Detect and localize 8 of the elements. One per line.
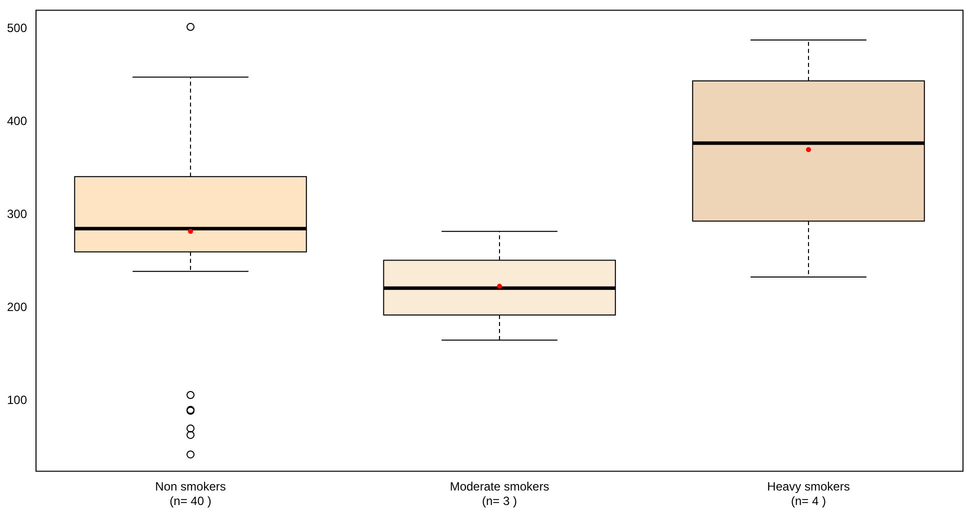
y-tick-label: 400 (6, 114, 28, 128)
x-tick-label: Non smokers (n= 40 ) (155, 480, 226, 508)
y-tick-label: 200 (6, 300, 28, 314)
x-tick-label: Moderate smokers (n= 3 ) (450, 480, 550, 508)
y-tick-label: 500 (6, 21, 28, 36)
y-tick-label: 300 (6, 206, 28, 221)
y-tick-label: 100 (6, 392, 28, 407)
x-tick-label: Heavy smokers (n= 4 ) (767, 480, 850, 508)
